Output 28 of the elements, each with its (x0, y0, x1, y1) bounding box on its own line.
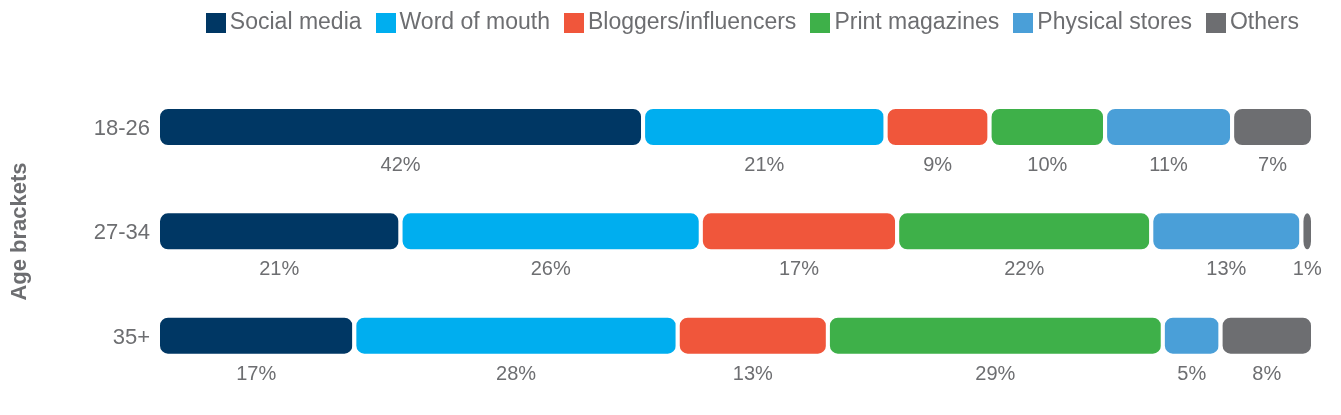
legend-label: Social media (229, 8, 362, 34)
data-label: 10% (1027, 153, 1068, 175)
data-label: 29% (975, 361, 1016, 384)
data-label: 5% (1177, 361, 1207, 384)
legend-label: Print magazines (834, 8, 1000, 34)
data-label: 17% (236, 361, 277, 384)
data-label: 17% (779, 257, 820, 280)
data-label: 1% (1292, 257, 1322, 280)
legend-label: Bloggers/influencers (587, 8, 797, 34)
data-label: 42% (380, 153, 421, 175)
data-label: 28% (496, 361, 537, 384)
legend-label: Physical stores (1037, 8, 1192, 34)
data-label: 21% (744, 153, 785, 175)
y-axis-title: Age brackets (5, 162, 31, 301)
data-label: 22% (1004, 257, 1045, 280)
y-tick-label: 27-34 (93, 219, 150, 245)
legend-label: Word of mouth (399, 8, 550, 34)
data-label: 8% (1252, 361, 1282, 384)
data-label: 11% (1149, 153, 1189, 175)
data-label: 9% (923, 153, 953, 175)
y-tick-label: 18-26 (93, 114, 150, 140)
data-label: 13% (732, 361, 774, 384)
legend-label: Others (1229, 8, 1299, 34)
y-tick-label: 35+ (112, 323, 150, 349)
data-label: 21% (259, 257, 300, 280)
data-label: 13% (1206, 257, 1247, 280)
data-label: 26% (530, 257, 571, 280)
data-label: 7% (1258, 153, 1288, 175)
